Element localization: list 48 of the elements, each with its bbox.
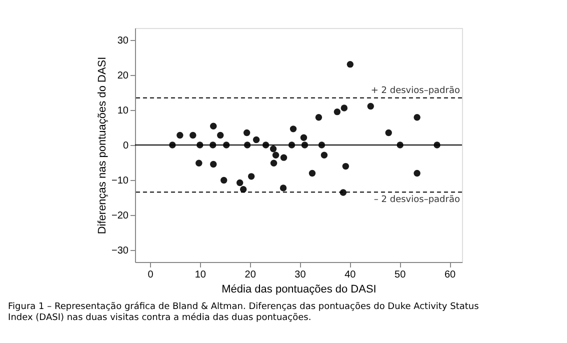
point	[320, 152, 328, 158]
x-tick-label: 40	[344, 270, 356, 280]
y-tick-label: 0	[122, 140, 129, 152]
point	[210, 122, 217, 130]
point	[300, 134, 308, 142]
point	[308, 170, 316, 177]
point	[176, 132, 184, 139]
point	[217, 132, 224, 139]
point	[342, 162, 350, 170]
point	[243, 129, 250, 136]
point	[385, 129, 392, 136]
x-tick-label: 60	[444, 270, 456, 280]
x-tick-label: 20	[244, 270, 256, 280]
x-tick-label: 50	[394, 270, 406, 280]
ref-line-label: – 2 desvios–padrão	[374, 195, 460, 206]
y-tick-label: 10	[117, 106, 129, 117]
point	[270, 160, 278, 167]
text: Figura 1 – Representação gráfica de Bland & Altman. Diferenças das pontuações do Duke Activity Status Index (DASI) nas duas visitas contra a média das duas pontuações.	[8, 301, 480, 323]
ref-line-label: + 2 desvios–padrão	[370, 86, 460, 96]
point	[280, 154, 288, 161]
point	[290, 126, 297, 132]
point	[196, 160, 202, 167]
y-axis-title: Diferenças nas pontuações do DASI	[96, 56, 109, 234]
y-tick-label: −10	[112, 175, 129, 186]
point	[367, 102, 374, 110]
y-tick-label: −20	[112, 210, 129, 222]
point	[252, 136, 260, 144]
point	[248, 173, 255, 180]
point	[272, 152, 280, 158]
point	[414, 170, 420, 177]
x-axis-title: Média das pontuações do DASI	[222, 284, 376, 296]
point	[190, 132, 196, 139]
point	[414, 114, 420, 121]
y-tick-label: 30	[117, 36, 129, 47]
point	[210, 160, 217, 168]
point	[346, 60, 354, 68]
point	[220, 176, 228, 184]
x-tick-label: 30	[294, 270, 306, 280]
x-tick-label: 0	[148, 270, 154, 280]
y-tick-label: 20	[117, 70, 129, 82]
point	[334, 108, 341, 116]
point	[236, 179, 244, 186]
point	[315, 114, 322, 121]
y-tick-label: −30	[112, 245, 129, 256]
point	[270, 145, 277, 152]
point	[340, 104, 348, 112]
point	[280, 184, 287, 192]
x-tick-label: 10	[194, 270, 206, 280]
